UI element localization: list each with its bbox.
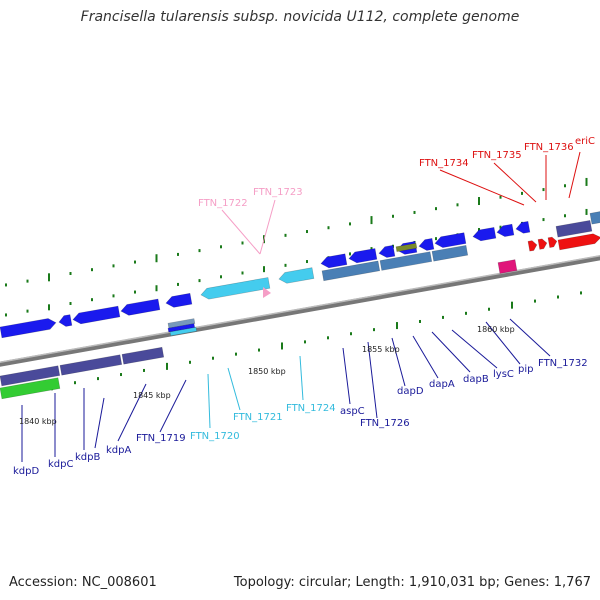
topology-text: Topology: circular; Length: 1,910,031 bp… — [233, 575, 591, 590]
leader-line-17 — [221, 209, 261, 255]
gene-box-green[interactable] — [0, 377, 61, 400]
leader-line-22 — [568, 151, 581, 199]
gene-arrow-red-2[interactable] — [547, 236, 558, 248]
gene-arrow-row-7[interactable] — [496, 223, 515, 238]
gene-arrow-left-4[interactable] — [165, 292, 193, 308]
kbp-tick-1850: 1850 kbp — [248, 367, 286, 376]
gene-label-FTN_1726[interactable]: FTN_1726 — [360, 418, 410, 429]
leader-line-7 — [227, 367, 241, 411]
gene-box-purple-2[interactable] — [121, 346, 165, 365]
genome-backbone — [0, 255, 600, 367]
gene-label-FTN_1723[interactable]: FTN_1723 — [253, 187, 303, 198]
gene-label-FTN_1722[interactable]: FTN_1722 — [198, 198, 248, 209]
gene-label-FTN_1720[interactable]: FTN_1720 — [190, 431, 240, 442]
gene-arrow-red-0[interactable] — [527, 240, 538, 252]
leader-line-16 — [509, 318, 551, 357]
gene-label-dapD[interactable]: dapD — [397, 386, 424, 397]
gene-arrow-row-0[interactable] — [320, 253, 348, 269]
leader-line-4 — [117, 383, 147, 442]
gene-arrow-left-3[interactable] — [120, 298, 161, 317]
gene-box-small-1[interactable] — [167, 318, 196, 329]
gene-label-FTN_1732[interactable]: FTN_1732 — [538, 358, 588, 369]
kbp-tick-1855: 1855 kbp — [362, 345, 400, 354]
gene-arrow-row-5[interactable] — [434, 232, 467, 249]
gene-label-kdpB[interactable]: kdpB — [75, 452, 100, 463]
gene-box-purple-0[interactable] — [0, 365, 61, 387]
leader-line-20 — [493, 162, 537, 203]
gene-arrow-left-0[interactable] — [0, 317, 57, 339]
gene-box-olive[interactable] — [395, 242, 418, 253]
gene-label-FTN_1721[interactable]: FTN_1721 — [233, 412, 283, 423]
gene-arrow-row-8[interactable] — [515, 220, 531, 234]
gene-box-steel-right[interactable] — [589, 211, 600, 225]
gene-arrow-FTN_1721[interactable] — [200, 277, 271, 300]
gene-labels: kdpD kdpC kdpB kdpA FTN_1719 FTN_1720 FT… — [13, 136, 595, 477]
leader-line-14 — [451, 329, 498, 369]
gene-box-purple-1[interactable] — [59, 354, 123, 376]
gene-arrow-left-2[interactable] — [72, 305, 121, 325]
gene-label-eriC[interactable]: eriC — [575, 136, 595, 147]
gene-label-FTN_1719[interactable]: FTN_1719 — [136, 433, 186, 444]
gene-box-steel-1[interactable] — [379, 251, 433, 271]
gene-label-kdpD[interactable]: kdpD — [13, 466, 39, 477]
leader-line-12 — [412, 335, 439, 379]
gene-arrow-red-1[interactable] — [537, 238, 548, 250]
genome-title: Francisella tularensis subsp. novicida U… — [80, 9, 520, 25]
gene-box-magenta[interactable] — [497, 259, 518, 274]
leader-line-3 — [94, 397, 105, 449]
gene-label-dapA[interactable]: dapA — [429, 379, 455, 390]
gene-arrow-FTN_1723[interactable] — [263, 287, 271, 298]
gene-box-purple-right[interactable] — [555, 219, 593, 238]
gene-arrow-row-2[interactable] — [378, 244, 396, 258]
leader-line-10 — [367, 341, 378, 419]
gene-box-small-3[interactable] — [169, 326, 198, 337]
gene-label-kdpA[interactable]: kdpA — [106, 445, 131, 456]
leader-line-18 — [259, 199, 276, 255]
leader-line-5 — [159, 379, 187, 433]
leader-line-11 — [391, 337, 406, 387]
gene-arrow-red-long[interactable] — [557, 233, 600, 251]
kbp-tick-1860: 1860 kbp — [477, 325, 515, 334]
gene-arrow-row-4[interactable] — [418, 238, 435, 251]
leader-line-15 — [485, 321, 521, 365]
gene-label-pip[interactable]: pip — [518, 364, 533, 375]
gene-label-FTN_1724[interactable]: FTN_1724 — [286, 403, 336, 414]
label-leader-lines — [21, 151, 581, 462]
gene-track — [0, 211, 600, 400]
leader-line-13 — [431, 331, 471, 373]
gene-label-aspC[interactable]: aspC — [340, 406, 365, 417]
gene-label-FTN_1734[interactable]: FTN_1734 — [419, 158, 469, 169]
leader-line-6 — [207, 373, 211, 429]
gene-label-dapB[interactable]: dapB — [463, 374, 489, 385]
gene-arrow-row-1[interactable] — [348, 248, 378, 264]
gene-label-kdpC[interactable]: kdpC — [48, 459, 73, 470]
leader-line-9 — [342, 347, 351, 405]
gene-label-FTN_1736[interactable]: FTN_1736 — [524, 142, 574, 153]
gene-box-steel-2[interactable] — [431, 244, 469, 262]
gene-label-lysC[interactable]: lysC — [493, 369, 514, 380]
kbp-scale: 1840 kbp 1845 kbp 1850 kbp 1855 kbp 1860… — [19, 325, 515, 426]
kbp-tick-1845: 1845 kbp — [133, 391, 171, 400]
gene-arrow-left-1[interactable] — [58, 314, 73, 328]
gene-label-FTN_1735[interactable]: FTN_1735 — [472, 150, 522, 161]
leader-line-8 — [299, 355, 304, 401]
gene-arrow-row-6[interactable] — [472, 227, 497, 242]
accession-text: Accession: NC_008601 — [9, 575, 157, 590]
gene-box-steel-0[interactable] — [321, 260, 381, 282]
gene-arrow-FTN_1724[interactable] — [278, 267, 315, 285]
leader-line-19 — [439, 169, 525, 206]
kbp-tick-1840: 1840 kbp — [19, 417, 57, 426]
